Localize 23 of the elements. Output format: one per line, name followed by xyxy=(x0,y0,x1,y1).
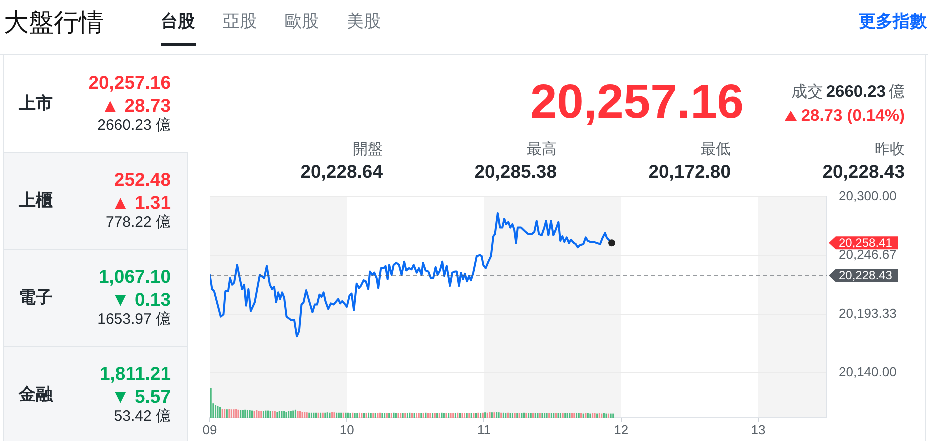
y-tick-label: 20,246.67 xyxy=(839,247,897,262)
y-tick-label: 20,300.00 xyxy=(839,188,897,204)
x-tick-label: 12 xyxy=(614,422,629,438)
text: 歐股 xyxy=(285,12,319,32)
ref-line-label: 20,228.43 xyxy=(839,268,893,283)
text: 亞股 xyxy=(223,12,257,32)
category-label: 金融 xyxy=(19,384,53,406)
category-label: 電子 xyxy=(19,287,53,309)
text: 20,258.41 xyxy=(839,236,893,250)
category-label: 上櫃 xyxy=(19,190,53,212)
text: 台股 xyxy=(161,12,195,32)
data-label: ▼ 5.57 xyxy=(112,386,171,408)
y-tick-label: 20,193.33 xyxy=(839,306,897,321)
x-tick-label: 10 xyxy=(340,422,354,438)
category-label: 上市 xyxy=(19,93,53,115)
y-tick-label: 20,140.00 xyxy=(839,364,897,380)
x-tick-label: 13 xyxy=(751,422,766,438)
x-tick-label: 11 xyxy=(477,422,491,438)
text: 美股 xyxy=(347,12,381,32)
x-tick-label: 09 xyxy=(202,422,218,438)
data-label: 53.42 億 xyxy=(114,408,171,426)
text: 更多指數 xyxy=(859,12,927,32)
text: 大盤行情 xyxy=(4,8,104,38)
